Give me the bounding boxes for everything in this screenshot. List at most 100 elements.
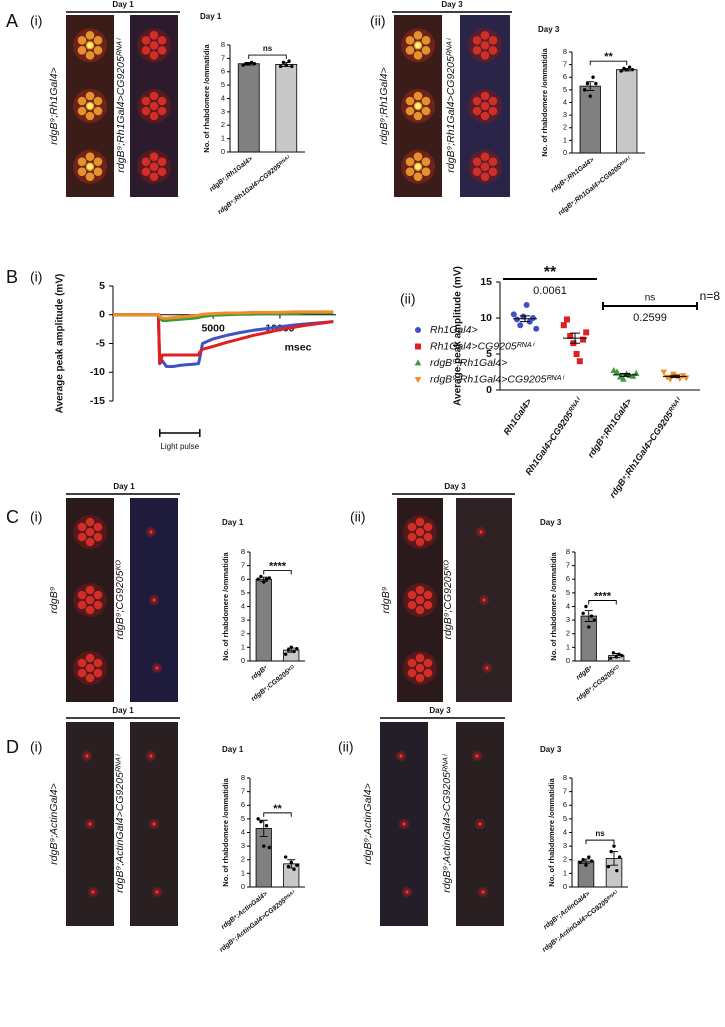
data-point [609,849,613,854]
data-point [583,329,590,336]
x-tick-label: rdgB⁹;Rh1Gal4>CG9205ᴿᴺᴬⁱ [216,154,293,217]
micrograph-day: Day 3 [429,706,451,715]
y-tick-label: 3 [563,110,567,119]
y-axis-label: No. of rhabdomere /ommatidia [221,552,230,661]
y-tick-label: 8 [241,773,245,782]
data-point [592,618,597,622]
trace [113,313,334,366]
rhabdomere [413,172,423,181]
legend-marker [415,327,421,333]
y-tick-label: 6 [563,800,567,809]
x-axis-label: msec [285,341,312,353]
data-point [283,652,288,656]
y-tick-label: 8 [563,47,567,56]
y-tick-label: 2 [241,629,245,638]
rhabdomere [405,106,415,116]
rhabdomere [149,101,159,111]
y-tick-label: 8 [221,40,225,49]
significance-bracket [588,600,617,605]
y-tick-label: 5 [221,80,225,89]
data-point [292,649,296,654]
error-bar [570,332,580,344]
data-point [582,88,587,92]
rhabdomere [485,666,489,670]
rhabdomere [488,167,498,176]
data-point [264,577,269,581]
rhabdomere [149,754,153,758]
rhabdomere [405,157,415,166]
significance-label: ns [595,829,605,838]
y-tick-label: 7 [221,53,225,62]
rhabdomere [478,822,482,826]
rhabdomere [472,106,482,116]
significance-bracket [589,60,628,66]
y-tick-label: 0 [99,309,105,321]
rhabdomere [415,537,425,547]
rhabdomere [93,46,103,55]
rhabdomere [405,167,415,176]
y-tick-label: 3 [221,107,225,116]
panel-sub-label: (ii) [400,291,416,307]
rhabdomere [415,42,421,49]
rhabdomere [149,31,159,40]
y-tick-label: 5 [563,814,567,823]
data-point [612,844,616,848]
legend-label: rdgB⁹;Rh1Gal4>CG9205ᴿᴺᴬⁱ [430,373,565,385]
y-tick-label: 4 [563,827,567,836]
rhabdomere [488,157,498,166]
data-point [576,358,583,365]
rhabdomere [77,36,87,45]
panel-sub-label: (i) [30,739,42,755]
rhabdomere [472,36,482,45]
rhabdomere [399,754,403,758]
data-point [560,322,567,329]
chart-title: Day 1 [200,12,222,21]
rhabdomere [149,152,159,161]
y-tick-label: 5 [486,348,492,360]
rhabdomere [415,663,425,673]
data-point [682,375,690,382]
data-point [594,81,598,86]
rhabdomere [77,532,87,542]
rhabdomere [405,96,415,106]
light-pulse-label: Light pulse [160,442,199,451]
data-point [578,860,583,865]
rhabdomere [407,600,417,610]
rhabdomere [85,517,95,527]
x-tick-label: rdgB⁹;ActinGal4> [542,890,591,930]
data-point [567,333,574,339]
rhabdomere [77,46,87,55]
rhabdomere [423,590,433,600]
comparison-stars: ns [645,293,656,304]
genotype-label: rdgB⁹;ActinGal4>CG9205ᴿᴺᴬⁱ [114,753,126,892]
rhabdomere [77,106,87,116]
data-point [619,69,623,73]
y-tick-label: 3 [241,841,245,850]
rhabdomere [87,103,93,109]
data-point [256,817,260,821]
legend-marker [415,343,421,350]
rhabdomere [421,46,431,55]
x-tick-label: rdgB⁹ [250,664,269,681]
rhabdomere [413,51,423,60]
rhabdomere [87,163,93,170]
y-tick-label: 3 [241,615,245,624]
x-tick-label: rdgB⁹;Rh1Gal4> [585,396,634,459]
comparison-stars: ** [544,264,557,281]
bar [275,63,298,153]
panel-letter: B [6,267,18,287]
panel-sub-label: (i) [30,509,42,525]
data-point [267,576,272,580]
y-tick-label: 1 [221,134,225,143]
bar [237,63,260,153]
chart-title: Day 1 [222,518,244,527]
rhabdomere [157,157,167,166]
y-tick-label: 0 [241,882,245,891]
rhabdomere [472,167,482,176]
rhabdomere [155,890,159,894]
data-point [264,823,269,828]
rhabdomere [149,91,159,101]
data-point [289,645,293,650]
y-tick-label: 1 [241,642,245,651]
genotype-label: rdgB⁹;ActinGal4> [48,783,60,864]
